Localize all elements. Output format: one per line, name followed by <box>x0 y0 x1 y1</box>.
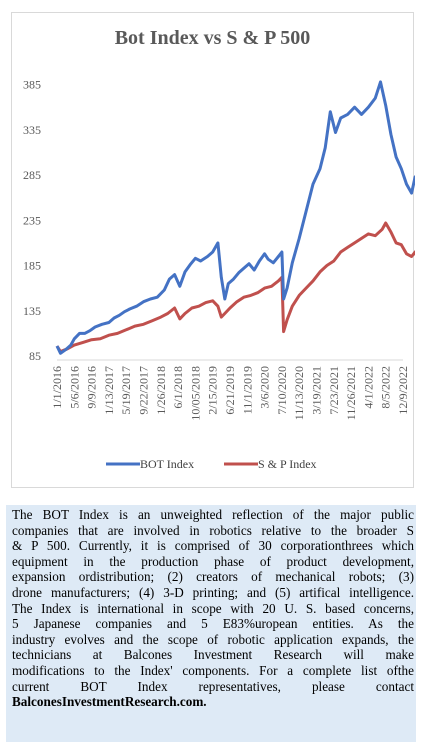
series-line-1 <box>55 221 415 353</box>
x-tick-label: 9/9/2016 <box>85 366 99 409</box>
chart-frame: Bot Index vs S & P 500 85 135 185 235 285 335… <box>11 12 415 488</box>
y-tick-label: 135 <box>23 304 41 318</box>
x-tick-label: 6/1/2018 <box>171 366 185 409</box>
caption-line: The BOT Index is an unweighted reflectio… <box>12 507 414 522</box>
series-line-0 <box>55 80 415 355</box>
x-tick-label: 1/13/2017 <box>102 366 116 415</box>
caption-line: & P 500. Currently, it is comprised of 3… <box>12 538 414 554</box>
y-tick-label: 85 <box>29 349 41 363</box>
caption-line: companies that are involved in robotics … <box>12 522 414 538</box>
caption-line: equipment in the production phase of pro… <box>12 553 414 569</box>
x-tick-label: 10/05/2018 <box>188 366 202 421</box>
y-tick-label: 385 <box>23 78 41 92</box>
x-tick-label: 3/6/2020 <box>258 366 272 409</box>
caption-text-box: The BOT Index is an unweighted reflectio… <box>6 505 416 742</box>
x-tick-label: 4/1/2022 <box>361 366 375 409</box>
x-tick-label: 7/23/2021 <box>327 366 341 415</box>
caption-line: The Index is international in scope with… <box>12 600 414 616</box>
y-tick-label: 235 <box>23 213 41 227</box>
legend-label-1: S & P Index <box>258 457 317 471</box>
x-tick-label: 1/26/2018 <box>154 366 168 415</box>
caption-line: technicians at Balcones Investment Resea… <box>12 647 414 663</box>
x-tick-label: 7/10/2020 <box>275 366 289 415</box>
x-tick-label: 5/6/2016 <box>67 366 81 409</box>
line-chart: 85 135 185 235 285 335 385 1/1/2016 5/6/2016 9/9… <box>23 78 415 471</box>
x-tick-label: 3/19/2021 <box>310 366 324 415</box>
caption-line: expansion ordistribution; (2) creators o… <box>12 569 414 585</box>
caption-lines: The BOT Index is an unweighted reflectio… <box>12 507 414 694</box>
y-tick-label: 285 <box>23 168 41 182</box>
x-tick-label: 8/5/2022 <box>379 366 393 409</box>
chart-title: Bot Index vs S & P 500 <box>114 27 311 49</box>
x-tick-label: 5/19/2017 <box>119 366 133 415</box>
x-tick-label: 1/1/2016 <box>50 366 64 409</box>
caption-line: industry evolves and the scope of roboti… <box>12 631 414 647</box>
y-tick-label: 185 <box>23 259 41 273</box>
x-tick-label: 2/15/2019 <box>206 366 220 415</box>
x-tick-label: 11/1/2019 <box>240 366 254 414</box>
caption-line: 5 Japanese companies and 5 E83%uropean e… <box>12 616 414 632</box>
x-tick-label: 9/22/2017 <box>137 366 151 415</box>
legend-label-0: BOT Index <box>140 457 194 471</box>
x-axis-ticks: 1/1/2016 5/6/2016 9/9/2016 1/13/2017 5/19/20… <box>50 366 410 421</box>
caption-line: drone manufacturers; (4) 3-D printing; a… <box>12 584 414 600</box>
y-axis-ticks: 85 135 185 235 285 335 385 <box>23 78 41 363</box>
y-tick-label: 335 <box>23 123 41 137</box>
caption-line: modifications to the Index' components. … <box>12 662 414 678</box>
series-group <box>55 80 415 355</box>
legend: BOT Index S & P Index <box>106 457 317 471</box>
x-tick-label: 11/26/2021 <box>344 366 358 420</box>
x-tick-label: 6/21/2019 <box>223 366 237 415</box>
caption-line: current BOT Index representatives, pleas… <box>12 678 414 694</box>
x-tick-label: 12/9/2022 <box>396 366 410 415</box>
x-tick-label: 11/13/2020 <box>292 366 306 420</box>
caption-link[interactable]: BalconesInvestmentResearch.com. <box>12 694 207 710</box>
